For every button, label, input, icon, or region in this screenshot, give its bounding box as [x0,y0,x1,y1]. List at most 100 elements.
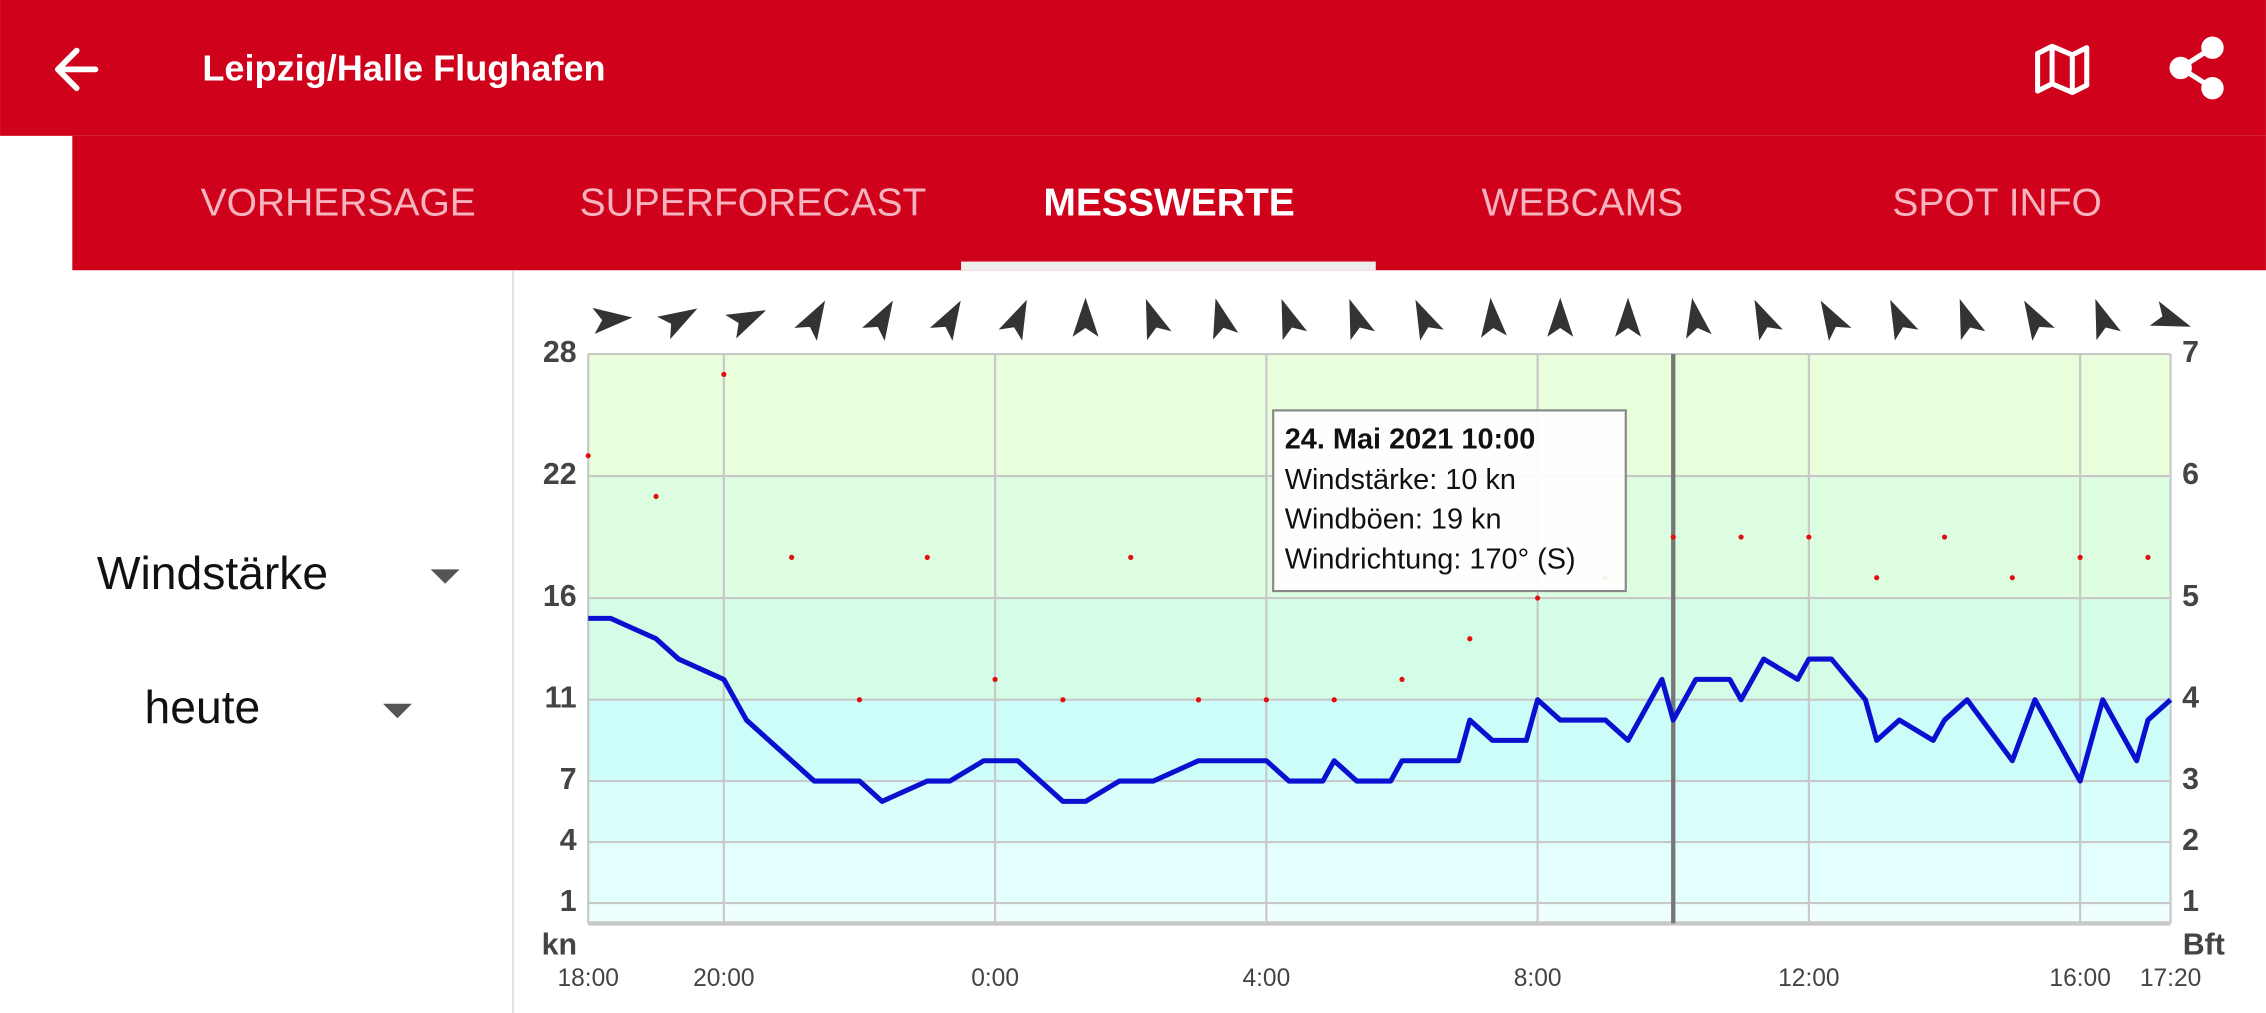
tooltip-line: Windrichtung: 170° (S) [1285,543,1576,575]
x-tick-label: 0:00 [971,965,1019,992]
y2-tick-label: 1 [2182,885,2199,918]
zone-band [588,598,2171,700]
tab[interactable]: VORHERSAGE [201,182,476,225]
gust-dot [789,554,795,560]
gust-dot [1806,534,1812,540]
active-tab-indicator [961,261,1376,271]
direction-arrow [592,307,633,334]
gust-dot [653,493,659,499]
direction-arrow [2095,298,2121,341]
tooltip-line: Windböen: 19 kn [1285,504,1502,536]
gust-dot [856,697,863,703]
tooltip-title: 24. Mai 2021 10:00 [1285,423,1536,455]
gust-dot [721,371,727,377]
direction-arrow [1072,297,1099,337]
dropdown-arrow[interactable] [430,569,460,584]
share-button[interactable] [2169,36,2224,100]
direction-arrow [1480,297,1507,338]
tooltip-line: Windstärke: 10 kn [1285,464,1516,496]
direction-arrow [1686,298,1712,339]
direction-arrow [1547,297,1574,337]
x-tick-label: 20:00 [693,965,754,992]
direction-arrow [2149,301,2191,327]
app-bar [0,0,2266,136]
direction-arrow [1754,299,1783,341]
y-tick-label: 4 [560,824,577,857]
gust-dot [2077,554,2083,560]
map-button[interactable] [2035,43,2090,96]
gust-dot [1535,595,1541,601]
gust-dot [1941,534,1948,540]
direction-arrow [794,300,826,341]
zone-band [588,842,2171,904]
tab[interactable]: WEBCAMS [1482,182,1684,225]
x-tick-label: 16:00 [2049,965,2110,992]
y2-unit: Bft [2183,929,2225,962]
direction-arrow [1890,299,1919,341]
gust-dot [1467,636,1473,642]
x-tick-label: 12:00 [1778,965,1839,992]
x-tick-label: 8:00 [1514,965,1562,992]
tab[interactable]: SPOT INFO [1892,182,2101,225]
gust-dot [992,676,998,682]
x-tick-label: 4:00 [1242,965,1290,992]
tab[interactable]: SUPERFORECAST [580,182,927,225]
direction-arrow [1615,297,1642,337]
gust-dot [1263,697,1269,703]
direction-arrow [2024,300,2055,341]
x-tick-label: 18:00 [557,965,618,992]
gust-dot [1331,697,1337,703]
direction-arrow [657,308,698,340]
y2-tick-label: 6 [2182,458,2199,491]
gust-dot [924,554,930,560]
gust-dot [1874,575,1880,581]
direction-arrow [862,300,893,341]
direction-arrow [1820,300,1852,341]
chart: 28 722 616 511 47 34 21 118:00 20:00 0:00 4:00 8:00… [542,297,2225,992]
dropdown-arrow[interactable] [383,703,412,719]
gust-dot [1670,534,1676,540]
tooltip [1272,409,1627,593]
direction-arrow [1415,299,1444,341]
gust-dot [1195,697,1202,703]
direction-arrow [725,310,767,339]
zone-band [588,699,2171,782]
parameter-select[interactable]: Windstärke [97,547,328,599]
y-tick-label: 22 [543,458,577,491]
wind-line [588,615,2173,804]
y2-tick-label: 4 [2182,682,2199,715]
y2-tick-label: 3 [2182,763,2199,796]
y-tick-label: 28 [543,336,577,369]
y-unit: kn [542,929,577,962]
y-tick-label: 1 [560,885,577,918]
x-tick-label: 17:20 [2140,965,2201,992]
gust-dot [1399,676,1405,682]
y2-tick-label: 5 [2182,580,2199,613]
zone-band [588,903,2171,924]
tab-bar [72,135,2266,271]
y-tick-label: 7 [560,763,577,796]
period-select[interactable]: heute [145,681,261,733]
title: Leipzig/Halle Flughafen [202,47,605,88]
gust-dot [1738,534,1744,540]
direction-arrow [998,299,1027,341]
direction-arrow [1281,298,1308,341]
back-button[interactable] [54,47,99,92]
gust-dot [1060,697,1066,703]
direction-arrow [929,300,961,341]
zone-band [588,781,2171,843]
direction-arrow [1145,298,1172,341]
y2-tick-label: 2 [2182,824,2199,857]
gust-dot [1128,554,1134,560]
gust-dot [2145,554,2151,560]
y-tick-label: 11 [545,682,577,715]
y-tick-label: 16 [543,580,577,613]
gust-dot [2009,575,2015,581]
tab[interactable]: MESSWERTE [1043,182,1294,225]
y2-tick-label: 7 [2182,336,2199,369]
direction-arrow [1213,298,1239,340]
direction-arrow [1959,298,1986,341]
direction-arrow [1349,298,1375,341]
gust-dot [585,453,591,459]
